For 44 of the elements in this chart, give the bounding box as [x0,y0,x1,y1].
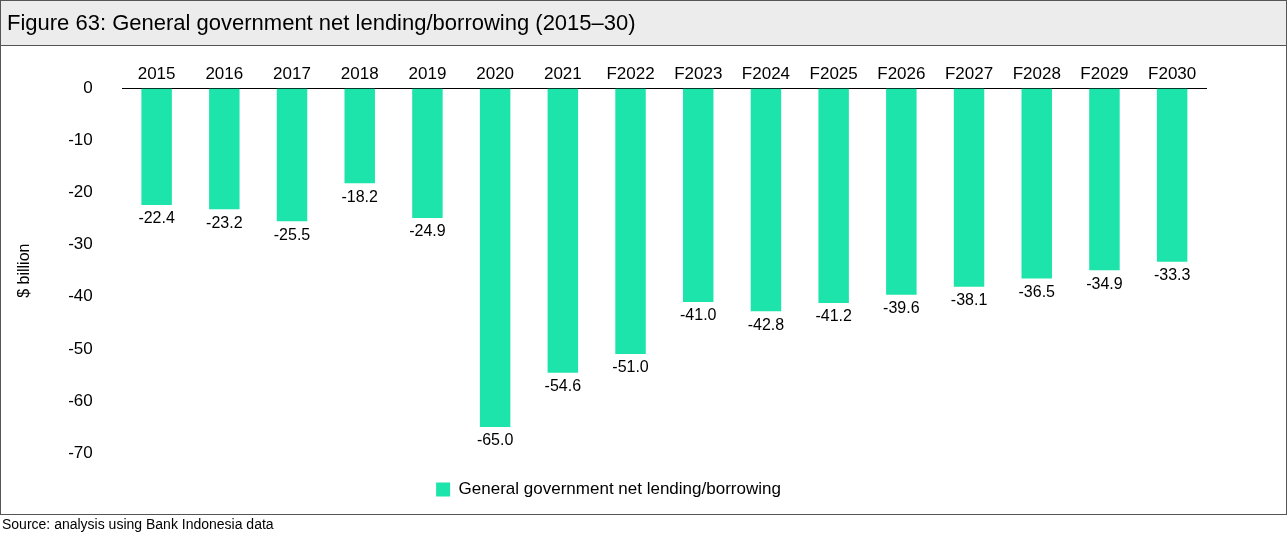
data-label: -18.2 [341,187,379,205]
y-tick-label: -50 [68,338,93,358]
x-tick-label: 2015 [137,63,176,83]
data-label: -34.9 [1086,274,1123,292]
data-label: -54.6 [544,377,582,395]
x-tick-label: F2027 [944,63,994,83]
y-tick-label: -60 [68,390,93,410]
x-tick-label: F2029 [1080,63,1129,83]
chart-title: Figure 63: General government net lending/borrowing (2015–30) [1,1,1286,46]
y-tick-label: 0 [83,78,93,98]
y-tick-label: -20 [68,182,93,202]
data-label: -25.5 [273,225,311,243]
x-tick-label: 2018 [340,63,379,83]
x-tick-label: F2025 [809,63,858,83]
data-label: -39.6 [883,299,920,317]
y-tick-label: -30 [68,234,93,254]
data-label: -24.9 [409,222,446,240]
x-tick-label: F2028 [1012,63,1061,83]
legend-label: General government net lending/borrowing [458,479,781,499]
x-tick-label: F2023 [674,63,723,83]
data-label: -22.4 [138,209,175,227]
x-tick-label: F2022 [606,63,655,83]
x-tick-label: F2030 [1148,63,1197,83]
data-label: -51.0 [612,358,649,376]
y-axis-title: $ billion [15,243,33,298]
x-tick-label: 2020 [476,63,515,83]
data-label: -36.5 [1018,282,1056,300]
data-label: -65.0 [476,431,514,449]
x-tick-label: F2024 [741,63,791,83]
x-tick-label: 2021 [543,63,582,83]
x-tick-label: 2019 [408,63,447,83]
data-label: -33.3 [1153,266,1191,284]
y-tick-label: -70 [68,442,93,462]
data-label: -41.2 [815,307,852,325]
x-tick-label: 2016 [205,63,244,83]
data-label: -41.0 [680,306,717,324]
y-tick-label: -40 [68,286,93,306]
x-tick-label: F2026 [877,63,926,83]
data-label: -38.1 [950,291,988,309]
x-tick-label: 2017 [273,63,311,83]
y-tick-label: -10 [68,130,93,150]
data-label: -42.8 [747,315,785,333]
data-label: -23.2 [206,213,243,231]
source-note: Source: analysis using Bank Indonesia data [2,516,274,532]
